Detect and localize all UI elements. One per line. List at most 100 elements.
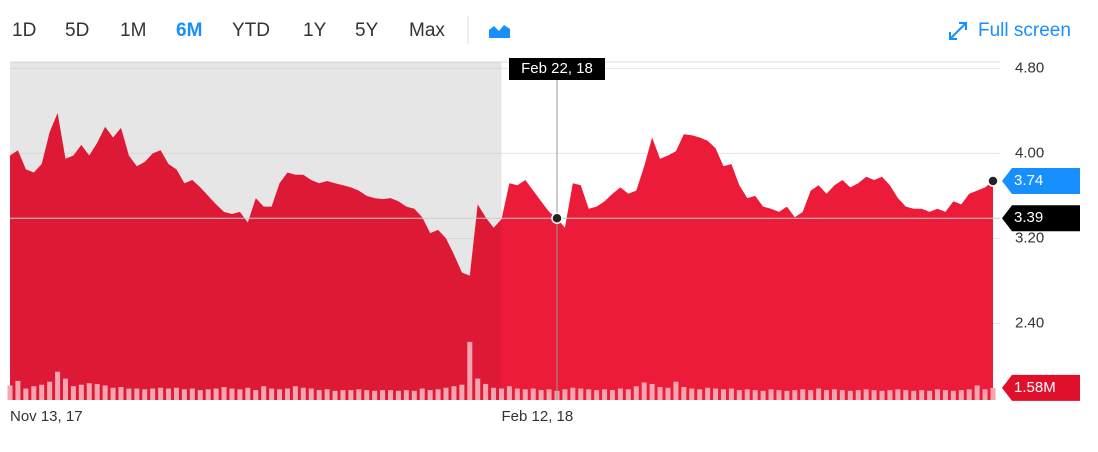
y-tick-label: 3.20	[1015, 229, 1044, 246]
range-button[interactable]: 1D	[12, 20, 36, 41]
chart-type-icon[interactable]	[489, 25, 510, 38]
volume-bar	[340, 390, 346, 400]
volume-bar	[300, 387, 306, 400]
volume-bar	[839, 390, 845, 400]
volume-bar	[31, 386, 37, 400]
range-button[interactable]: 5D	[65, 20, 89, 41]
volume-bar	[499, 388, 504, 400]
volume-bar	[364, 390, 370, 400]
range-button[interactable]: 5Y	[355, 20, 379, 41]
volume-bar	[919, 390, 925, 400]
volume-bar	[7, 385, 13, 400]
volume-bar	[530, 388, 536, 400]
volume-bar	[570, 387, 576, 400]
volume-bar	[982, 389, 988, 400]
volume-bar	[538, 390, 544, 400]
range-button[interactable]: 1Y	[303, 20, 327, 41]
fullscreen-label[interactable]: Full screen	[978, 20, 1071, 41]
volume-bar	[372, 390, 378, 400]
volume-bar	[427, 390, 433, 400]
volume-bar	[665, 387, 671, 400]
volume-bar	[39, 384, 45, 400]
hover-value-badge-label: 3.39	[1014, 209, 1043, 226]
volume-bar	[776, 390, 782, 400]
range-button[interactable]: 6M	[176, 20, 202, 41]
volume-bar	[419, 388, 425, 400]
volume-bar	[380, 390, 386, 400]
volume-bar	[681, 387, 687, 400]
volume-bar	[974, 385, 980, 400]
volume-bar	[395, 390, 401, 400]
volume-bar	[189, 388, 195, 400]
volume-bar	[443, 387, 449, 400]
volume-bar	[784, 390, 790, 400]
volume-bar	[269, 388, 275, 400]
volume-bar	[744, 389, 750, 400]
volume-bar	[23, 388, 29, 400]
volume-bar	[966, 389, 972, 400]
volume-bar	[150, 388, 156, 400]
volume-bar	[491, 387, 497, 400]
volume-bar	[903, 390, 909, 400]
volume-bar	[459, 384, 465, 400]
volume-bar	[134, 388, 140, 400]
volume-bar	[720, 389, 726, 400]
volume-bar	[879, 390, 885, 400]
volume-bar	[47, 381, 53, 400]
volume-bar	[55, 371, 61, 400]
volume-bar	[403, 390, 409, 400]
volume-bar	[546, 389, 552, 400]
tooltip-date: Feb 22, 18	[521, 60, 593, 77]
volume-badge-shape	[1002, 374, 1080, 401]
volume-bar	[411, 390, 417, 400]
volume-bar	[713, 388, 719, 400]
volume-bar	[800, 389, 806, 400]
volume-bar	[808, 390, 814, 400]
range-button[interactable]: Max	[409, 20, 445, 41]
shade-overlay	[10, 62, 502, 400]
volume-bar	[942, 390, 948, 400]
volume-bar	[237, 389, 243, 400]
volume-bar	[609, 390, 615, 400]
volume-bar	[292, 386, 298, 400]
volume-bar	[261, 386, 267, 400]
volume-bar	[522, 389, 528, 400]
volume-bar	[816, 388, 822, 400]
fullscreen-icon[interactable]	[949, 22, 967, 40]
volume-bar	[205, 389, 211, 400]
volume-bar	[673, 381, 679, 400]
volume-bar	[641, 382, 647, 400]
volume-bar	[792, 390, 798, 400]
expand-arrows	[949, 22, 967, 40]
last-price-badge-shape	[1002, 168, 1080, 195]
volume-bar	[847, 390, 853, 400]
volume-bar	[388, 390, 394, 400]
volume-bar	[506, 386, 512, 400]
volume-bar	[895, 389, 901, 400]
price-area	[10, 113, 993, 400]
volume-bar	[483, 383, 489, 400]
volume-bar	[633, 386, 639, 400]
volume-bar	[181, 389, 187, 400]
last-price-dot	[987, 175, 999, 187]
volume-bar	[689, 388, 695, 400]
tooltip-box	[508, 58, 605, 80]
volume-bar	[213, 388, 219, 400]
range-button[interactable]: 1M	[120, 20, 146, 41]
volume-bar	[927, 390, 933, 400]
range-button[interactable]: YTD	[232, 20, 270, 41]
volume-bar	[586, 389, 592, 400]
volume-bar	[166, 388, 172, 400]
y-tick-label: 4.80	[1015, 59, 1044, 76]
volume-bar	[475, 378, 481, 400]
volume-bar	[126, 388, 132, 400]
volume-bar	[197, 390, 203, 400]
volume-bar	[911, 390, 917, 400]
volume-bar	[578, 388, 584, 400]
volume-bar	[158, 387, 164, 400]
volume-bar	[451, 386, 457, 400]
volume-bar	[118, 387, 124, 400]
volume-bar	[102, 385, 108, 400]
volume-bar	[229, 388, 235, 400]
volume-bar	[70, 386, 76, 400]
